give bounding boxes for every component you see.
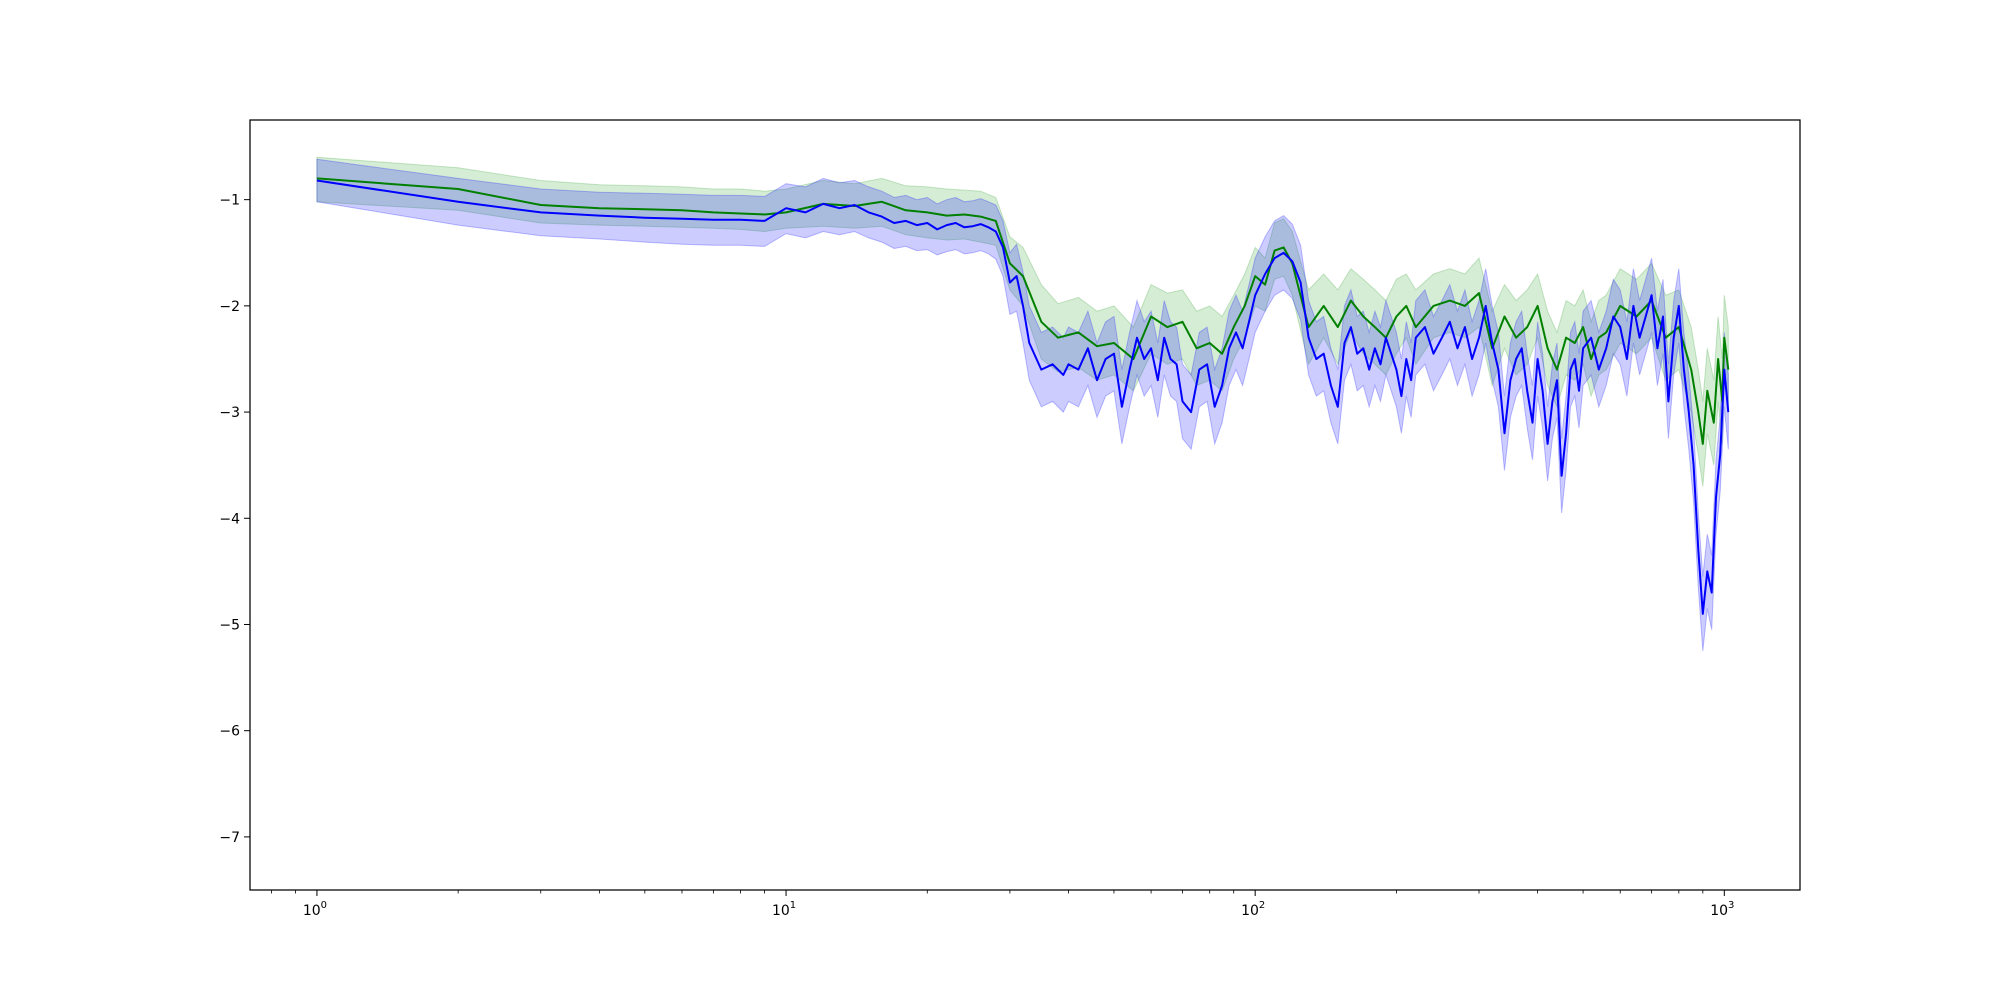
y-tick-label: −7 [219, 830, 240, 846]
y-tick-label: −2 [219, 299, 240, 315]
y-tick-label: −6 [219, 724, 240, 740]
x-tick-label: 102 [1241, 900, 1265, 919]
confidence-bands [316, 156, 1729, 652]
series-2-line [316, 179, 1730, 615]
x-tick-label: 100 [303, 900, 327, 919]
plot-area-frame [249, 119, 1801, 891]
series-2-band [316, 158, 1729, 652]
y-tick-label: −4 [219, 511, 240, 527]
y-tick-label: −1 [219, 193, 240, 209]
series-1-line [316, 177, 1730, 445]
x-tick-label: 101 [772, 900, 796, 919]
y-tick-label: −5 [219, 617, 240, 633]
y-tick-label: −3 [219, 405, 240, 421]
x-tick-label: 103 [1710, 900, 1734, 919]
series-lines [316, 177, 1730, 615]
axes: −1 −2 −3 −4 −5 −6 −7 100 101 102 103 [219, 193, 1734, 919]
